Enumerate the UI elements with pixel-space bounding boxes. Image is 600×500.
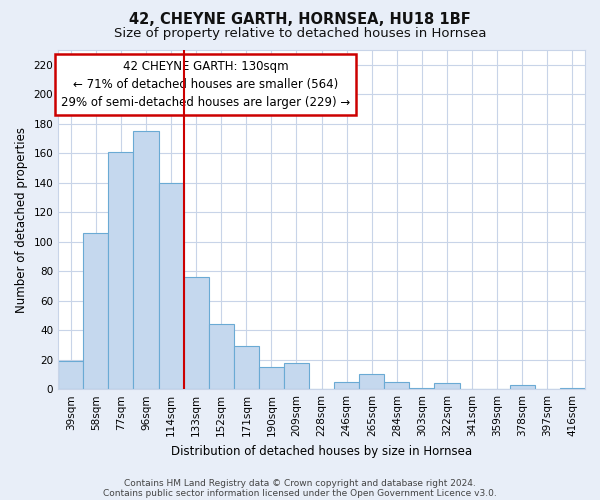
X-axis label: Distribution of detached houses by size in Hornsea: Distribution of detached houses by size …: [171, 444, 472, 458]
Text: Contains public sector information licensed under the Open Government Licence v3: Contains public sector information licen…: [103, 488, 497, 498]
Bar: [259, 367, 284, 389]
Bar: [133, 131, 158, 389]
Text: 42, CHEYNE GARTH, HORNSEA, HU18 1BF: 42, CHEYNE GARTH, HORNSEA, HU18 1BF: [129, 12, 471, 28]
Bar: [234, 346, 259, 389]
Bar: [334, 382, 359, 389]
Y-axis label: Number of detached properties: Number of detached properties: [15, 126, 28, 312]
Bar: [510, 385, 535, 389]
Text: Size of property relative to detached houses in Hornsea: Size of property relative to detached ho…: [114, 28, 486, 40]
Bar: [209, 324, 234, 389]
Bar: [359, 374, 385, 389]
Bar: [284, 362, 309, 389]
Text: 42 CHEYNE GARTH: 130sqm
← 71% of detached houses are smaller (564)
29% of semi-d: 42 CHEYNE GARTH: 130sqm ← 71% of detache…: [61, 60, 350, 109]
Bar: [58, 361, 83, 389]
Bar: [83, 233, 109, 389]
Bar: [434, 384, 460, 389]
Bar: [158, 182, 184, 389]
Bar: [385, 382, 409, 389]
Bar: [409, 388, 434, 389]
Bar: [560, 388, 585, 389]
Text: Contains HM Land Registry data © Crown copyright and database right 2024.: Contains HM Land Registry data © Crown c…: [124, 478, 476, 488]
Bar: [184, 277, 209, 389]
Bar: [109, 152, 133, 389]
